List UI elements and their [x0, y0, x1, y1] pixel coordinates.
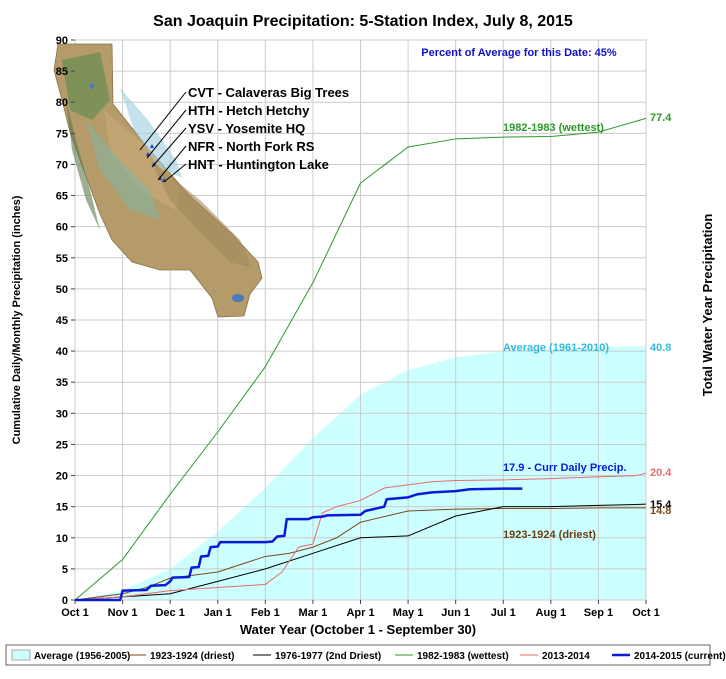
y-tick-label: 35 — [56, 377, 68, 389]
x-tick-label: Jul 1 — [491, 607, 516, 619]
x-tick-label: Oct 1 — [61, 607, 89, 619]
y-tick-label: 45 — [56, 315, 68, 327]
legend-label: 1976-1977 (2nd Driest) — [275, 651, 381, 662]
x-tick-label: May 1 — [393, 607, 424, 619]
series-line-1982-1983-wettest — [74, 117, 647, 601]
annotation-label: 77.4 — [650, 112, 672, 124]
y-tick-label: 75 — [56, 128, 68, 140]
y-tick-label: 90 — [56, 35, 68, 47]
station-label: HTH - Hetch Hetchy — [188, 103, 310, 118]
y-tick-label: 25 — [56, 439, 68, 451]
y-tick-label: 50 — [56, 284, 68, 296]
legend-label: 2014-2015 (current) — [634, 651, 726, 662]
legend-label: Average (1956-2005) — [34, 651, 130, 662]
station-label: HNT - Huntington Lake — [188, 157, 329, 172]
y-tick-label: 60 — [56, 222, 68, 234]
station-label: CVT - Calaveras Big Trees — [188, 85, 349, 100]
series-line-2013-2014 — [74, 472, 647, 601]
series-line-1976-1977-2nd-driest — [74, 503, 647, 601]
annotation-label: 17.9 - Curr Daily Precip. — [503, 462, 627, 474]
annotation-label: Average (1961-2010) — [503, 342, 609, 354]
station-label: NFR - North Fork RS — [188, 139, 315, 154]
legend-label: 1982-1983 (wettest) — [417, 651, 509, 662]
y-tick-label: 70 — [56, 159, 68, 171]
legend-box — [5, 644, 711, 666]
y-tick-label: 30 — [56, 408, 68, 420]
x-axis-label: Water Year (October 1 - September 30) — [240, 622, 476, 637]
california-map-image — [53, 43, 263, 318]
x-tick-label: Mar 1 — [299, 607, 328, 619]
y-tick-label: 10 — [56, 533, 68, 545]
y-tick-label: 40 — [56, 346, 68, 358]
y-axis-label-right: Total Water Year Precipitation — [700, 214, 715, 397]
y-tick-label: 80 — [56, 97, 68, 109]
annotation-label: 14.8 — [650, 505, 671, 517]
x-tick-label: Jan 1 — [204, 607, 232, 619]
x-tick-label: Aug 1 — [536, 607, 567, 619]
x-tick-label: Jun 1 — [441, 607, 470, 619]
y-tick-label: 65 — [56, 191, 68, 203]
station-label: YSV - Yosemite HQ — [188, 121, 305, 136]
y-tick-label: 5 — [62, 564, 68, 576]
y-tick-label: 0 — [62, 595, 68, 607]
legend-label: 1923-1924 (driest) — [150, 651, 235, 662]
annotation-label: 1923-1924 (driest) — [503, 529, 596, 541]
x-tick-label: Apr 1 — [346, 607, 374, 619]
annotation-label: 40.8 — [650, 342, 671, 354]
chart-title: San Joaquin Precipitation: 5-Station Ind… — [153, 13, 573, 30]
series-line-1923-1924-driest — [74, 507, 646, 601]
legend: Average (1956-2005) 1923-1924 (driest) 197… — [5, 644, 726, 666]
legend-label: 2013-2014 — [542, 651, 590, 662]
x-tick-label: Oct 1 — [632, 607, 660, 619]
annotation-label: 20.4 — [650, 467, 672, 479]
x-tick-label: Nov 1 — [108, 607, 138, 619]
y-axis-label: Cumulative Daily/Monthly Precipitation (… — [11, 195, 23, 444]
annotation-label: 1982-1983 (wettest) — [503, 122, 604, 134]
series-line-2014-2015-current — [75, 487, 523, 602]
legend-swatch — [11, 649, 31, 661]
y-tick-label: 85 — [56, 66, 68, 78]
y-tick-label: 20 — [56, 471, 68, 483]
y-tick-label: 15 — [56, 502, 68, 514]
annotation-label: 15.4 — [650, 499, 672, 511]
x-tick-label: Dec 1 — [155, 607, 184, 619]
y-tick-label: 55 — [56, 253, 68, 265]
chart-subtitle: Percent of Average for this Date: 45% — [421, 47, 617, 59]
x-tick-label: Feb 1 — [251, 607, 280, 619]
x-tick-label: Sep 1 — [584, 607, 613, 619]
